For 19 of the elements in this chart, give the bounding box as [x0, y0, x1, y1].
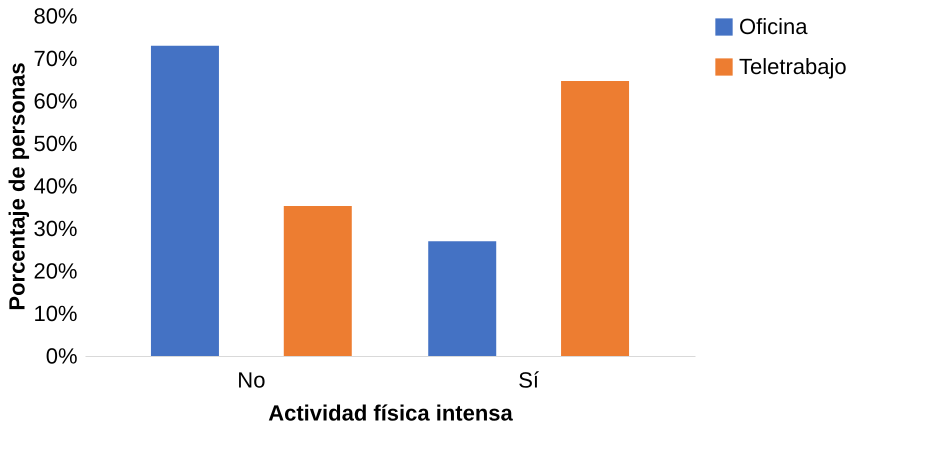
y-tick-label: 30%: [33, 216, 78, 241]
y-tick-label: 80%: [33, 4, 78, 28]
x-tick-label: No: [237, 368, 266, 392]
y-tick-label: 60%: [33, 88, 78, 114]
x-tick-label: Sí: [518, 368, 540, 392]
bar: [284, 206, 352, 356]
bar: [561, 81, 630, 356]
y-tick-label: 0%: [46, 344, 78, 368]
bar: [428, 241, 496, 356]
y-tick-label: 50%: [33, 131, 78, 156]
y-tick-label: 70%: [33, 46, 78, 71]
y-tick-label: 10%: [33, 301, 78, 326]
x-axis-title: Actividad física intensa: [268, 400, 514, 426]
y-tick-label: 40%: [33, 174, 78, 198]
y-tick-label: 20%: [33, 258, 78, 284]
y-axis-title: Porcentaje de personas: [4, 62, 30, 311]
bar: [150, 46, 219, 356]
legend-label: Teletrabajo: [739, 54, 847, 79]
legend-label: Oficina: [739, 14, 808, 39]
